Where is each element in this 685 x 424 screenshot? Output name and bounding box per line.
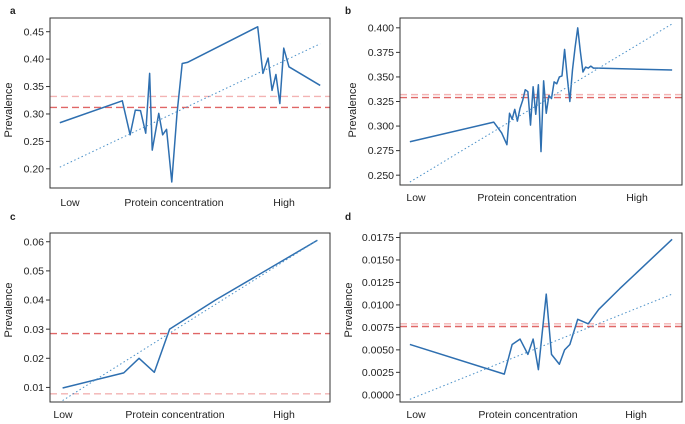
y-tick-label: 0.0125 <box>362 277 394 289</box>
y-axis-label: Prevalence <box>347 82 359 137</box>
y-tick-label: 0.05 <box>24 265 45 277</box>
y-tick-label: 0.04 <box>24 295 45 307</box>
panel-letter: b <box>345 6 351 17</box>
panel-letter: d <box>345 212 351 223</box>
y-tick-label: 0.400 <box>368 22 394 34</box>
x-label-high: High <box>273 197 295 209</box>
x-label-low: Low <box>53 409 73 421</box>
y-tick-label: 0.0075 <box>362 322 394 334</box>
prevalence-line <box>409 27 673 153</box>
y-axis-label: Prevalence <box>3 82 15 137</box>
x-label-low: Low <box>406 192 426 204</box>
y-tick-label: 0.35 <box>24 81 45 93</box>
x-label-low: Low <box>60 197 80 209</box>
y-tick-label: 0.40 <box>24 54 45 66</box>
y-tick-label: 0.325 <box>368 96 394 108</box>
x-axis-label: Protein concentration <box>478 409 577 421</box>
panel-d: d Prevalence Low Protein concentration H… <box>343 212 683 421</box>
axes-frame <box>399 232 683 403</box>
trend-line <box>409 293 673 400</box>
axes-frame <box>49 17 331 189</box>
y-tick-label: 0.25 <box>24 136 45 148</box>
x-axis-label: Protein concentration <box>124 197 223 209</box>
x-axis-label: Protein concentration <box>125 409 224 421</box>
prevalence-line <box>62 239 318 389</box>
y-tick-label: 0.0150 <box>362 255 394 267</box>
plot-area <box>50 26 330 183</box>
y-tick-label: 0.0000 <box>362 389 394 401</box>
panel-a: a Prevalence Low Protein concentration H… <box>3 6 331 209</box>
prevalence-line <box>59 26 321 183</box>
panel-letter: a <box>10 6 16 17</box>
y-tick-label: 0.0175 <box>362 232 394 244</box>
x-axis-label: Protein concentration <box>477 192 576 204</box>
panel-c: c Prevalence Low Protein concentration H… <box>3 212 331 421</box>
y-tick-label: 0.0025 <box>362 367 394 379</box>
y-tick-label: 0.375 <box>368 47 394 59</box>
trend-line <box>409 23 673 183</box>
prevalence-line <box>409 238 673 375</box>
y-tick-label: 0.275 <box>368 145 394 157</box>
y-tick-label: 0.350 <box>368 72 394 84</box>
panel-b: b Prevalence Low Protein concentration H… <box>345 6 683 204</box>
plot-area <box>400 23 682 183</box>
x-label-high: High <box>626 192 648 204</box>
y-tick-label: 0.06 <box>24 236 45 248</box>
x-label-low: Low <box>406 409 426 421</box>
y-tick-label: 0.250 <box>368 170 394 182</box>
y-tick-label: 0.20 <box>24 163 45 175</box>
x-label-high: High <box>273 409 295 421</box>
y-axis-label: Prevalence <box>3 282 15 337</box>
plot-area <box>400 238 682 400</box>
y-tick-label: 0.300 <box>368 121 394 133</box>
plot-area <box>50 239 330 401</box>
axes-frame <box>49 232 331 403</box>
y-tick-label: 0.0100 <box>362 300 394 312</box>
y-tick-label: 0.01 <box>24 382 45 394</box>
panel-letter: c <box>10 212 16 223</box>
trend-line <box>62 239 318 401</box>
x-label-high: High <box>625 409 647 421</box>
y-tick-label: 0.03 <box>24 324 45 336</box>
trend-line <box>59 43 321 168</box>
y-tick-label: 0.30 <box>24 109 45 121</box>
y-tick-label: 0.02 <box>24 353 45 365</box>
y-tick-label: 0.0050 <box>362 344 394 356</box>
y-tick-label: 0.45 <box>24 26 45 38</box>
y-axis-label: Prevalence <box>343 282 355 337</box>
